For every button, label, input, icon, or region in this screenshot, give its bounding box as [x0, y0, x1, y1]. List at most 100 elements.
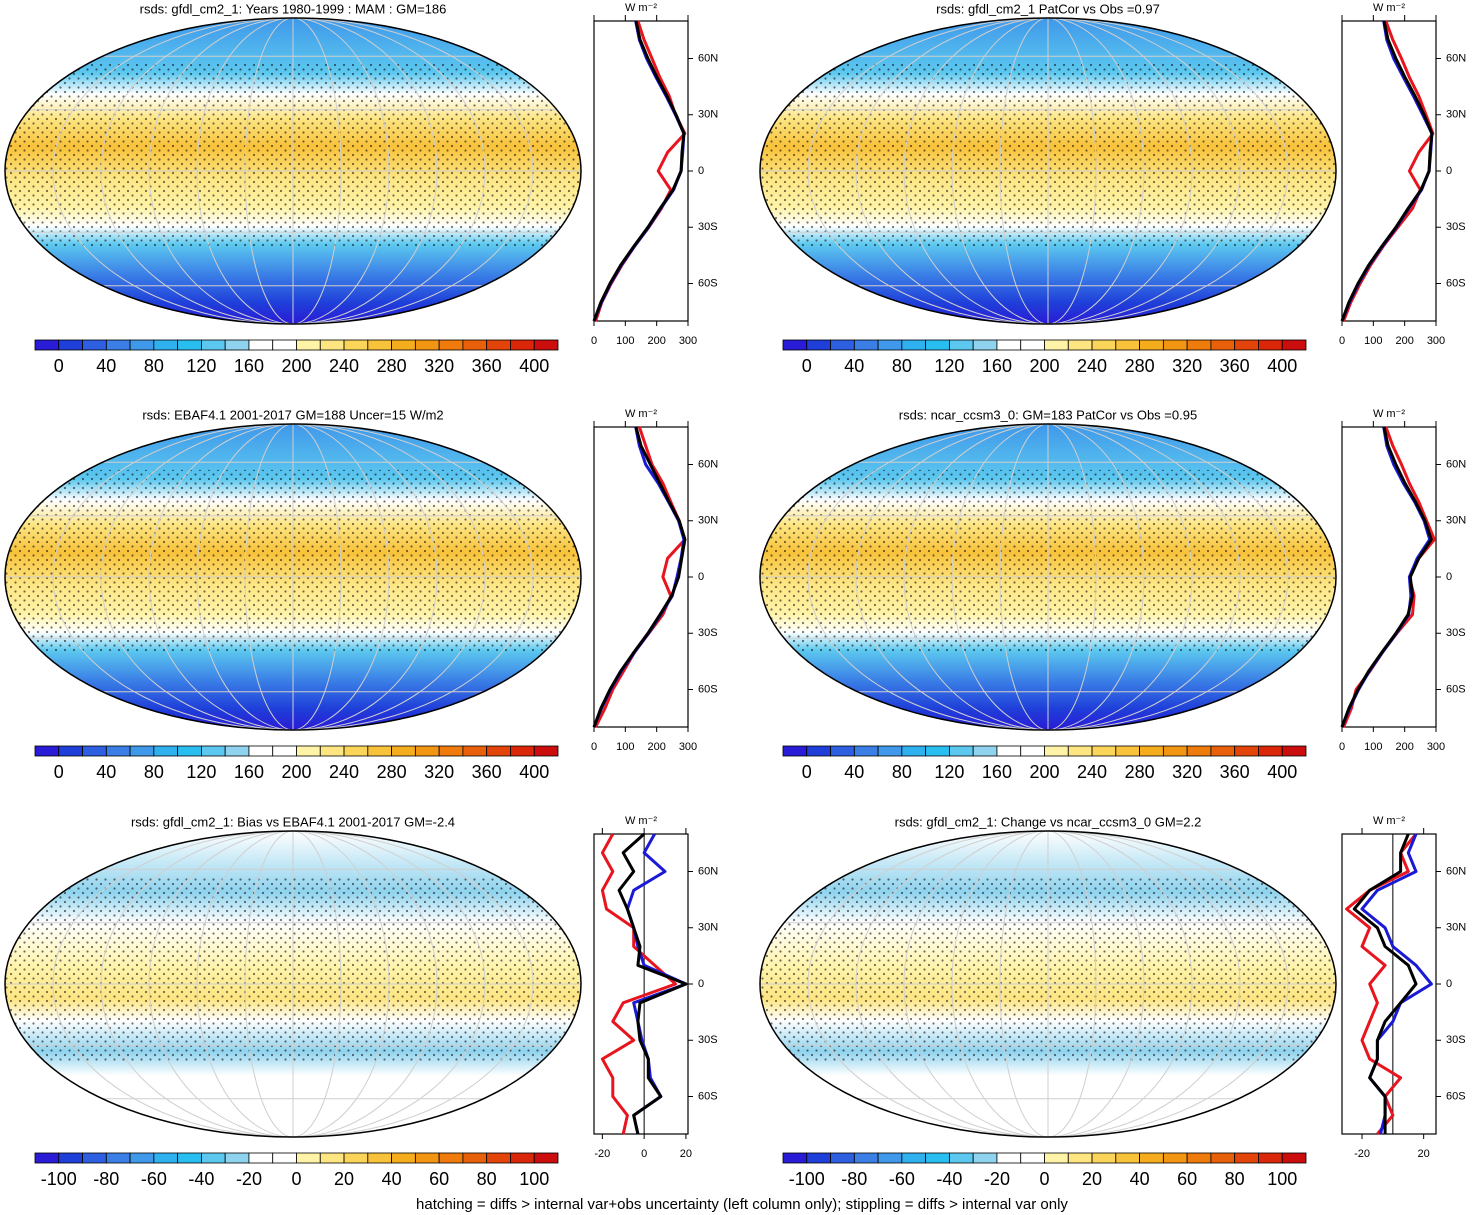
colorbar-box [58, 745, 83, 757]
colorbar-box [438, 745, 464, 757]
panel-title: rsds: ncar_ccsm3_0: GM=183 PatCor vs Obs… [899, 407, 1197, 422]
y-tick-label: 0 [698, 978, 704, 990]
colorbar-label: 280 [377, 762, 407, 782]
colorbar-box [129, 1152, 155, 1164]
panel-title: rsds: gfdl_cm2_1: Bias vs EBAF4.1 2001-2… [131, 814, 455, 829]
profile-line [1340, 20, 1434, 322]
colorbar-label: -40 [936, 1169, 962, 1189]
map-border [4, 17, 582, 325]
colorbar-box [1139, 1152, 1164, 1164]
colorbar-box [972, 745, 998, 757]
colorbar-box [153, 339, 179, 351]
colorbar-box [462, 745, 488, 757]
colorbar-box [224, 1152, 250, 1164]
profile-unit: W m⁻² [1373, 408, 1405, 420]
colorbar-box [806, 339, 831, 351]
colorbar-label: 80 [1225, 1169, 1245, 1189]
colorbar-label: -100 [789, 1169, 825, 1189]
colorbar-box [972, 1152, 998, 1164]
y-tick-label: 30S [1446, 627, 1466, 639]
colorbar-box [853, 1152, 879, 1164]
colorbar-box [1162, 745, 1188, 757]
y-tick-label: 30S [698, 221, 718, 233]
colorbar-box [391, 339, 416, 351]
colorbar-box [1258, 1152, 1283, 1164]
colorbar-box [1186, 339, 1212, 351]
colorbar-box [1020, 339, 1045, 351]
map-border [759, 17, 1337, 325]
profile-line [594, 20, 687, 322]
colorbar-box [1020, 1152, 1045, 1164]
profile-line [592, 20, 686, 322]
colorbar-label: 0 [54, 762, 64, 782]
colorbar-box [296, 339, 321, 351]
map-border [759, 830, 1337, 1138]
colorbar-label: 60 [1177, 1169, 1197, 1189]
colorbar-box [1258, 339, 1283, 351]
colorbar-box [1091, 339, 1117, 351]
colorbar-label: -100 [41, 1169, 77, 1189]
colorbar-label: 240 [329, 762, 359, 782]
colorbar-box [105, 745, 131, 757]
x-tick-label: 200 [1395, 335, 1413, 347]
colorbar-box [1234, 745, 1259, 757]
colorbar-label: 240 [1077, 356, 1107, 376]
colorbar-box [129, 745, 155, 757]
profile-frame [1341, 426, 1437, 728]
y-tick-label: 60S [1446, 1090, 1466, 1102]
colorbar-label: -60 [889, 1169, 915, 1189]
colorbar-box [1044, 745, 1069, 757]
colorbar-box [949, 339, 974, 351]
x-tick-label: 200 [647, 335, 665, 347]
colorbar-box [877, 745, 903, 757]
colorbar-label: 80 [144, 762, 164, 782]
colorbar-box [296, 745, 321, 757]
colorbar-box [510, 745, 535, 757]
colorbar-label: 360 [472, 762, 502, 782]
colorbar-box [510, 339, 535, 351]
y-tick-label: 0 [698, 571, 704, 583]
colorbar-label: 240 [1077, 762, 1107, 782]
colorbar-label: 400 [519, 762, 549, 782]
colorbar-label: 400 [519, 356, 549, 376]
colorbar-label: 120 [934, 356, 964, 376]
colorbar-label: 0 [802, 356, 812, 376]
colorbar-box [1067, 1152, 1093, 1164]
colorbar-box [925, 1152, 950, 1164]
y-tick-label: 60N [1446, 865, 1466, 877]
colorbar-box [1067, 339, 1093, 351]
colorbar-box [996, 339, 1022, 351]
profile-unit: W m⁻² [1373, 815, 1405, 827]
y-tick-label: 60N [698, 865, 718, 877]
colorbar-box [272, 1152, 297, 1164]
colorbar-label: 120 [186, 762, 216, 782]
map [5, 831, 581, 1137]
y-tick-label: 60S [1446, 683, 1466, 695]
colorbar-label: 40 [382, 1169, 402, 1189]
colorbar-box [462, 1152, 488, 1164]
profile-line [594, 426, 687, 728]
colorbar-label: 100 [1267, 1169, 1297, 1189]
colorbar-box [367, 339, 392, 351]
colorbar-label: 200 [281, 762, 311, 782]
y-tick-label: 30N [1446, 922, 1466, 934]
colorbar-label: 320 [1172, 762, 1202, 782]
colorbar-label: 320 [1172, 356, 1202, 376]
map-border [759, 423, 1337, 731]
colorbar-box [296, 1152, 321, 1164]
colorbar-label: 280 [1125, 356, 1155, 376]
colorbar-box [319, 1152, 345, 1164]
colorbar-box [486, 339, 511, 351]
colorbar-label: 80 [144, 356, 164, 376]
colorbar-box [782, 745, 808, 757]
y-tick-label: 30S [698, 627, 718, 639]
profile-line [1342, 20, 1435, 322]
colorbar-box [1281, 745, 1307, 757]
colorbar-label: 60 [429, 1169, 449, 1189]
colorbar-box [1234, 1152, 1259, 1164]
colorbar-box [462, 339, 488, 351]
colorbar-box [830, 339, 855, 351]
colorbar-box [129, 339, 155, 351]
profile-line [1345, 833, 1418, 1135]
colorbar-box [105, 1152, 131, 1164]
